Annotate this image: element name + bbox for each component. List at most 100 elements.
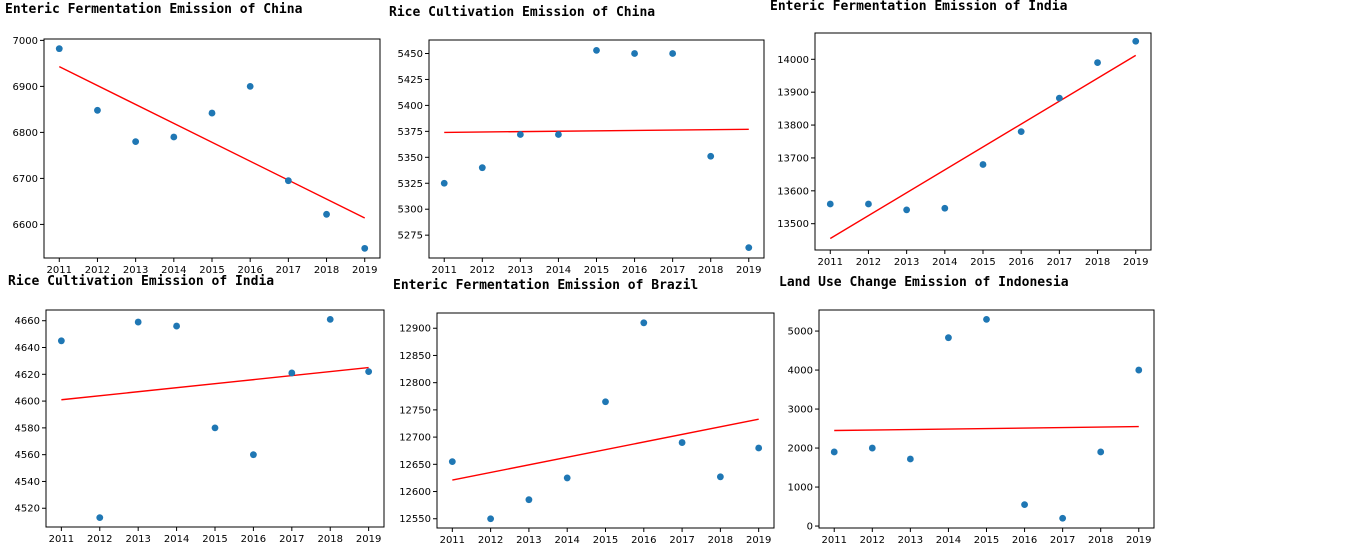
- chart-title: Enteric Fermentation Emission of China: [5, 2, 303, 17]
- data-point: [983, 315, 990, 323]
- chart-title: Enteric Fermentation Emission of Brazil: [393, 278, 699, 293]
- y-tick-label: 4620: [15, 370, 40, 381]
- y-tick-label: 12550: [399, 514, 431, 525]
- data-point: [326, 315, 334, 323]
- y-tick-label: 6900: [13, 82, 38, 93]
- y-tick-label: 4600: [15, 397, 40, 408]
- x-tick-label: 2012: [860, 535, 885, 546]
- y-tick-label: 13600: [777, 186, 809, 197]
- data-point: [906, 455, 914, 463]
- x-tick-label: 2013: [508, 265, 533, 276]
- x-tick-label: 2016: [1008, 257, 1033, 268]
- trend-line: [829, 54, 1137, 240]
- y-tick-label: 1000: [788, 483, 813, 494]
- data-point: [1055, 94, 1063, 102]
- y-tick-label: 7000: [13, 36, 38, 47]
- x-tick-label: 2012: [470, 265, 495, 276]
- x-tick-label: 2015: [584, 265, 609, 276]
- trend-line: [444, 128, 749, 134]
- y-tick-label: 2000: [788, 444, 813, 455]
- data-point: [478, 164, 486, 172]
- y-tick-label: 6700: [13, 174, 38, 185]
- y-tick-label: 12600: [399, 487, 431, 498]
- y-tick-label: 4000: [788, 366, 813, 377]
- y-tick-label: 6800: [13, 128, 38, 139]
- y-tick-label: 12650: [399, 460, 431, 471]
- data-point: [1097, 448, 1105, 456]
- data-point: [250, 451, 257, 459]
- x-tick-label: 2011: [440, 535, 465, 546]
- x-tick-label: 2012: [856, 257, 881, 268]
- y-tick-label: 13700: [777, 153, 809, 164]
- data-point: [678, 439, 686, 446]
- data-point: [96, 514, 104, 522]
- data-point: [211, 424, 219, 432]
- data-point: [365, 368, 373, 376]
- y-tick-label: 12900: [399, 324, 431, 335]
- data-point: [1135, 366, 1143, 374]
- x-tick-label: 2014: [546, 265, 571, 276]
- data-point: [903, 206, 911, 214]
- data-point: [208, 109, 216, 117]
- y-tick-label: 4540: [15, 477, 40, 488]
- y-tick-label: 5450: [398, 49, 423, 60]
- x-tick-label: 2016: [1012, 535, 1037, 546]
- data-point: [716, 473, 724, 481]
- x-tick-label: 2017: [660, 265, 685, 276]
- x-tick-label: 2018: [708, 535, 733, 546]
- y-tick-label: 5275: [398, 231, 423, 242]
- axes-frame: [436, 312, 775, 529]
- x-tick-label: 2013: [894, 257, 919, 268]
- data-point: [55, 45, 63, 53]
- x-tick-label: 2016: [622, 265, 647, 276]
- x-tick-label: 2015: [970, 257, 995, 268]
- x-tick-label: 2017: [1050, 535, 1075, 546]
- y-tick-label: 12700: [399, 433, 431, 444]
- x-tick-label: 2011: [432, 265, 457, 276]
- data-point: [631, 50, 638, 57]
- x-tick-label: 2011: [49, 534, 74, 545]
- data-point: [284, 177, 292, 185]
- x-tick-label: 2019: [1126, 535, 1151, 546]
- y-tick-label: 5325: [398, 179, 423, 190]
- data-point: [669, 50, 677, 57]
- x-tick-label: 2012: [478, 535, 503, 546]
- x-tick-label: 2016: [241, 534, 266, 545]
- x-tick-label: 2019: [746, 535, 771, 546]
- x-tick-label: 2014: [932, 257, 957, 268]
- y-tick-label: 6600: [13, 220, 38, 231]
- data-point: [1059, 514, 1067, 522]
- y-tick-label: 4580: [15, 423, 40, 434]
- scatter-plot: 2011 2012 2013 2014 2015 2016 2017 2018 2019 5275…: [398, 39, 765, 276]
- data-point: [440, 179, 448, 187]
- y-tick-label: 0: [807, 522, 813, 533]
- x-tick-label: 2019: [736, 265, 761, 276]
- y-tick-label: 12850: [399, 351, 431, 362]
- data-point: [640, 319, 648, 327]
- x-tick-label: 2017: [669, 535, 694, 546]
- y-tick-label: 12750: [399, 405, 431, 416]
- data-point: [602, 398, 609, 406]
- data-point: [563, 474, 571, 482]
- x-tick-label: 2015: [199, 265, 224, 276]
- y-tick-label: 4520: [15, 504, 40, 515]
- axes-frame: [818, 309, 1155, 529]
- data-point: [979, 161, 987, 168]
- chart-title: Rice Cultivation Emission of India: [8, 274, 275, 289]
- data-point: [525, 496, 533, 504]
- y-tick-label: 5375: [398, 127, 423, 138]
- x-tick-label: 2013: [123, 265, 148, 276]
- x-tick-label: 2018: [1088, 535, 1113, 546]
- data-point: [1132, 37, 1140, 45]
- x-tick-label: 2014: [554, 535, 579, 546]
- x-tick-label: 2014: [936, 535, 961, 546]
- data-point: [707, 152, 715, 160]
- data-point: [865, 200, 872, 208]
- y-tick-label: 5300: [398, 205, 423, 216]
- x-tick-label: 2011: [47, 265, 72, 276]
- data-point: [945, 334, 952, 342]
- data-point: [593, 46, 600, 54]
- scatter-plot: 2011 2012 2013 2014 2015 2016 2017 2018 2019 6600…: [13, 36, 381, 276]
- y-tick-label: 5425: [398, 75, 423, 86]
- scatter-plot: 2011 2012 2013 2014 2015 2016 2017 2018 2019 4520…: [15, 309, 385, 545]
